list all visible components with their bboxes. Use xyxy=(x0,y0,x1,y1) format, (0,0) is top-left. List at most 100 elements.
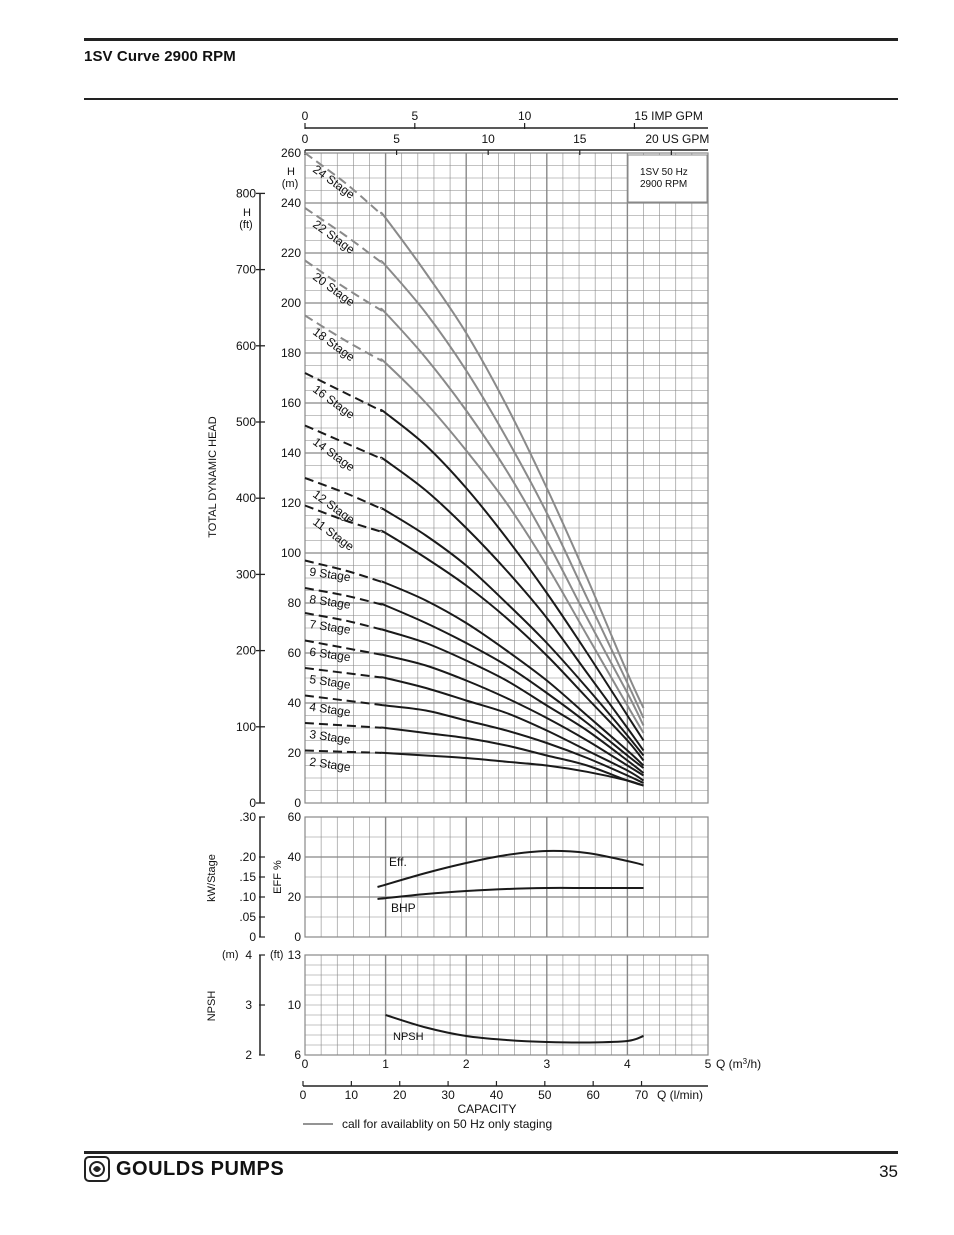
lmin-tick-label: 60 xyxy=(586,1088,600,1102)
npsh-m-tick-label: 3 xyxy=(245,998,252,1012)
series-curve-dashed xyxy=(304,559,382,583)
lmin-tick-label: 50 xyxy=(538,1088,552,1102)
brand-name: GOULDS PUMPS xyxy=(116,1157,285,1180)
us-gpm-tick-label: 10 xyxy=(482,132,496,146)
series-label: 7 Stage xyxy=(309,617,352,637)
series-label: 6 Stage xyxy=(309,645,352,665)
series-label: 4 Stage xyxy=(309,700,352,720)
head-m-tick-label: 100 xyxy=(281,546,301,560)
brand-logo: GOULDS PUMPS xyxy=(84,1156,284,1182)
series-curve-dashed xyxy=(304,314,383,362)
header-rule-top xyxy=(84,38,898,41)
header-rule-bottom xyxy=(84,98,898,100)
m3h-unit-label: Q (m3/h) xyxy=(716,1057,761,1071)
imp-gpm-tick-label: 5 xyxy=(411,109,418,123)
goulds-logo-icon xyxy=(84,1156,110,1182)
series-label: 22 Stage xyxy=(310,217,357,257)
head-m-tick-label: 260 xyxy=(281,146,301,160)
m3h-tick-label: 0 xyxy=(302,1057,309,1071)
kw-tick-label: .10 xyxy=(239,890,256,904)
series-curve xyxy=(380,259,645,719)
series-curve-dashed xyxy=(304,587,382,606)
npsh-ft-tick-label: 10 xyxy=(288,998,302,1012)
series-label: BHP xyxy=(391,901,416,915)
imp-gpm-tick-label: 15 IMP GPM xyxy=(634,109,702,123)
lmin-tick-label: 70 xyxy=(635,1088,649,1102)
npsh-m-tick-label: 4 xyxy=(245,948,252,962)
series-label: Eff. xyxy=(389,855,407,869)
series-label: 24 Stage xyxy=(310,162,357,202)
kw-tick-label: .05 xyxy=(239,910,256,924)
page-number: 35 xyxy=(879,1162,898,1181)
npsh-ft-unit-label: (ft) xyxy=(270,949,283,961)
head-ft-tick-label: 800 xyxy=(236,186,256,200)
us-gpm-tick-label: 15 xyxy=(573,132,587,146)
page-title: 1SV Curve 2900 RPM xyxy=(84,48,236,65)
imp-gpm-tick-label: 0 xyxy=(302,109,309,123)
series-label: 5 Stage xyxy=(309,672,352,692)
capacity-label: CAPACITY xyxy=(457,1102,516,1116)
series-curve-dashed xyxy=(304,259,383,312)
series-curve xyxy=(385,1014,644,1044)
series-curve-dashed xyxy=(304,477,383,510)
lmin-tick-label: 10 xyxy=(345,1088,359,1102)
series-curve xyxy=(380,751,644,787)
series-label: 8 Stage xyxy=(309,592,352,612)
head-m-tick-label: 60 xyxy=(288,646,302,660)
head-m-tick-label: 240 xyxy=(281,196,301,210)
head-ft-tick-label: 700 xyxy=(236,263,256,277)
info-box xyxy=(627,154,708,203)
series-label: NPSH xyxy=(393,1031,424,1043)
head-axis-title: TOTAL DYNAMIC HEAD xyxy=(207,416,219,537)
series-curve xyxy=(377,849,644,888)
head-m-tick-label: 140 xyxy=(281,446,301,460)
series-curve-dashed xyxy=(304,612,382,631)
head-ft-tick-label: 300 xyxy=(236,567,256,581)
series-curve xyxy=(380,726,644,787)
imp-gpm-tick-label: 10 xyxy=(518,109,532,123)
series-curve-dashed xyxy=(304,424,383,460)
series-curve-dashed xyxy=(304,372,383,412)
lmin-tick-label: 20 xyxy=(393,1088,407,1102)
lmin-tick-label: 40 xyxy=(490,1088,504,1102)
kw-axis-title: kW/Stage xyxy=(206,854,218,902)
series-curve xyxy=(377,886,644,900)
head-m-tick-label: 0 xyxy=(294,796,301,810)
m3h-tick-label: 4 xyxy=(624,1057,631,1071)
head-ft-tick-label: 0 xyxy=(249,796,256,810)
us-gpm-tick-label: 20 US GPM xyxy=(645,132,709,146)
head-ft-tick-label: 100 xyxy=(236,720,256,734)
series-curve-dashed xyxy=(304,504,382,533)
series-curve-dashed xyxy=(304,152,383,216)
series-curve xyxy=(380,507,645,757)
m3h-tick-label: 2 xyxy=(463,1057,470,1071)
head-m-tick-label: 80 xyxy=(288,596,302,610)
series-curve xyxy=(380,628,645,774)
series-curve xyxy=(380,580,645,767)
legend-note: call for availablity on 50 Hz only stagi… xyxy=(342,1117,552,1131)
head-m-unit-label: (m) xyxy=(282,178,299,190)
m3h-tick-label: 5 xyxy=(705,1057,712,1071)
head-m-tick-label: 200 xyxy=(281,296,301,310)
head-ft-tick-label: 200 xyxy=(236,644,256,658)
npsh-m-tick-label: 2 xyxy=(245,1048,252,1062)
head-ft-unit-label: (ft) xyxy=(239,219,252,231)
footer-rule xyxy=(84,1151,898,1154)
head-m-tick-label: 40 xyxy=(288,696,302,710)
info-box-text: 2900 RPM xyxy=(640,179,687,190)
series-label: 2 Stage xyxy=(309,755,352,775)
head-ft-tick-label: 500 xyxy=(236,415,256,429)
kw-tick-label: .20 xyxy=(239,850,256,864)
us-gpm-tick-label: 0 xyxy=(302,132,309,146)
series-label: 3 Stage xyxy=(309,727,352,747)
series-label: 18 Stage xyxy=(310,325,357,365)
series-curve xyxy=(380,307,645,726)
series-curve xyxy=(380,358,645,734)
m3h-tick-label: 1 xyxy=(382,1057,389,1071)
head-ft-unit-label: H xyxy=(243,207,251,219)
kw-tick-label: .30 xyxy=(239,810,256,824)
series-curve xyxy=(380,211,645,709)
lmin-tick-label: 0 xyxy=(300,1088,307,1102)
npsh-ft-tick-label: 13 xyxy=(288,948,302,962)
